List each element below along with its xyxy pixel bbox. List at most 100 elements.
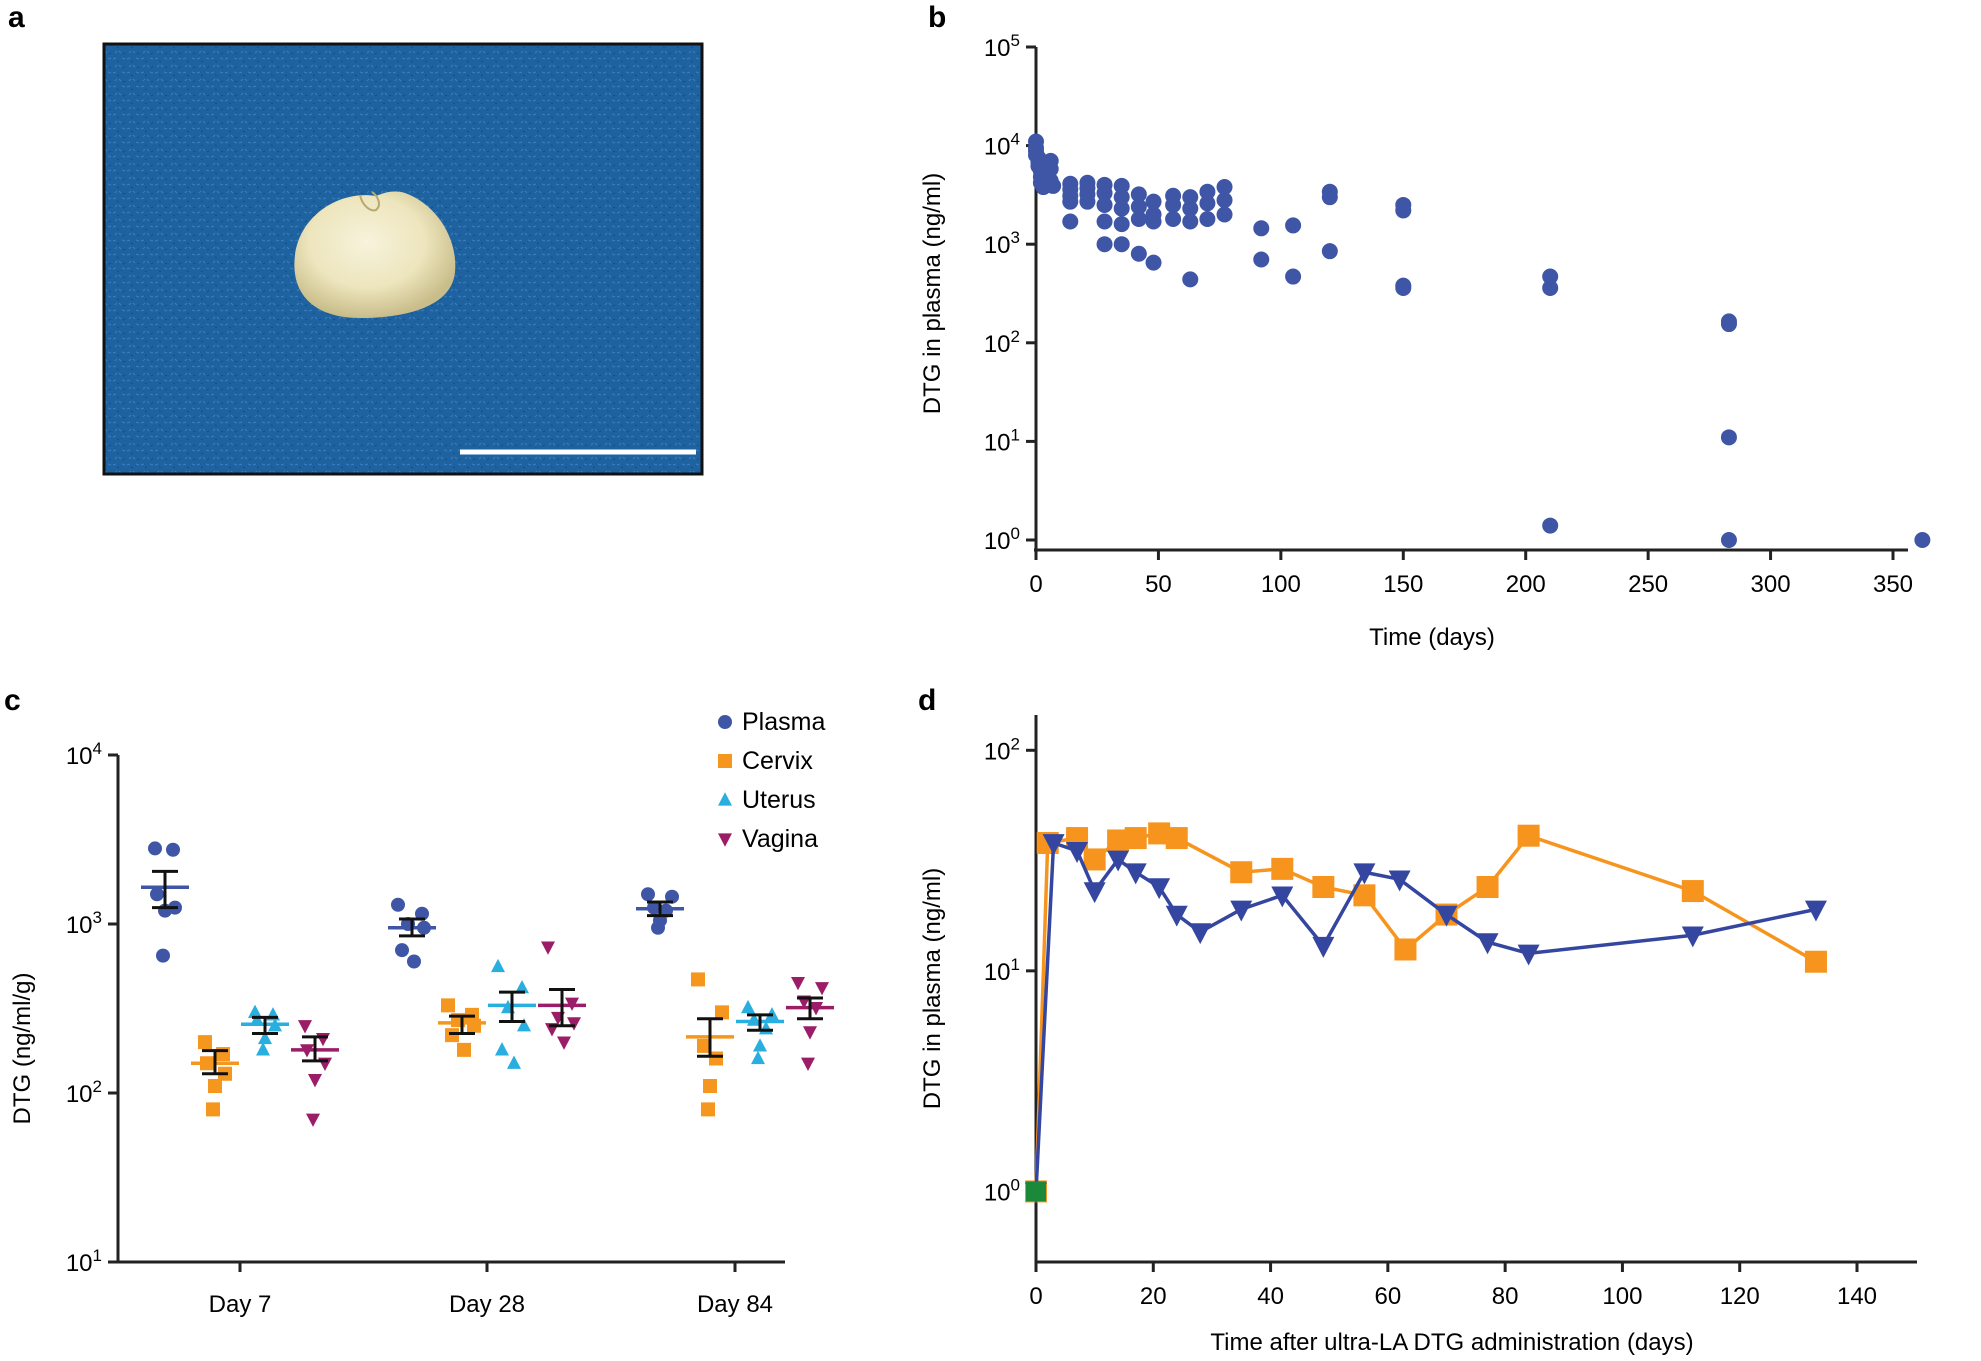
- data-point: [1914, 532, 1931, 548]
- data-point: [1182, 189, 1199, 206]
- y-tick-label: 100: [984, 1175, 1020, 1206]
- y-tick-label: 101: [66, 1246, 102, 1277]
- data-point: [1285, 268, 1302, 285]
- data-point: [216, 1047, 230, 1062]
- data-point: [407, 954, 421, 969]
- data-point: [1394, 938, 1417, 961]
- data-point: [1107, 829, 1130, 852]
- data-point: [1312, 936, 1335, 958]
- data-point: [467, 1018, 481, 1033]
- x-tick-label: 0: [1029, 571, 1042, 598]
- y-axis-title: DTG (ng/ml/g): [9, 972, 36, 1124]
- data-point: [1113, 236, 1130, 253]
- data-point: [1130, 211, 1147, 228]
- data-point: [395, 943, 409, 958]
- data-point: [150, 887, 164, 902]
- data-point: [1253, 220, 1270, 237]
- data-point: [1804, 900, 1827, 922]
- data-point: [1124, 863, 1147, 885]
- data-point: [715, 1005, 729, 1020]
- data-point: [495, 1042, 509, 1056]
- data-point: [1517, 824, 1540, 847]
- data-point: [248, 1004, 262, 1018]
- y-tick-label: 101: [984, 425, 1020, 456]
- data-point: [1113, 216, 1130, 233]
- data-point: [1312, 875, 1335, 898]
- data-point: [1199, 195, 1216, 212]
- data-point: [1165, 196, 1182, 213]
- data-point: [1681, 880, 1704, 903]
- y-tick-label: 102: [66, 1077, 102, 1108]
- panel-label-c: c: [4, 684, 21, 717]
- y-tick-label: 100: [984, 524, 1020, 555]
- data-point: [1216, 179, 1233, 196]
- panel-label-b: b: [928, 1, 946, 34]
- data-point: [1113, 189, 1130, 206]
- x-tick-label: Day 28: [449, 1291, 525, 1318]
- legend-label: Cervix: [742, 747, 813, 775]
- legend-label: Vagina: [742, 825, 818, 853]
- data-point: [1476, 933, 1499, 955]
- data-point: [803, 1026, 817, 1040]
- data-point: [1165, 211, 1182, 228]
- data-point: [1476, 875, 1499, 898]
- y-tick-label: 102: [984, 327, 1020, 358]
- legend-label: Uterus: [742, 786, 816, 814]
- data-point: [1216, 192, 1233, 209]
- data-point: [1083, 848, 1106, 871]
- data-point: [1720, 316, 1737, 333]
- data-point: [1107, 850, 1130, 872]
- chart-c: 101 102 103 104 Day 7 Day 28 Day 84 DTG (ng/ml/…: [9, 708, 834, 1318]
- data-point: [1042, 834, 1065, 856]
- data-point: [1182, 271, 1199, 288]
- data-point: [517, 1018, 531, 1032]
- data-point: [801, 1057, 815, 1071]
- y-tick-label: 104: [66, 739, 102, 770]
- data-point: [1148, 878, 1171, 900]
- data-point: [1681, 926, 1704, 948]
- data-point: [1096, 185, 1113, 202]
- x-tick-label: 40: [1257, 1283, 1284, 1310]
- data-point: [1435, 905, 1458, 927]
- x-tick-label: 0: [1029, 1283, 1042, 1310]
- data-point: [1130, 198, 1147, 215]
- data-point: [1079, 193, 1096, 210]
- data-point: [1130, 245, 1147, 262]
- data-point: [491, 958, 505, 973]
- data-point: [1124, 827, 1147, 850]
- data-point: [697, 1038, 711, 1053]
- data-point: [148, 841, 162, 856]
- data-point: [1130, 186, 1147, 203]
- chart-d: 100 101 102 0 20 40 60 80 100 120 140 Time after ul…: [919, 715, 1917, 1356]
- legend-marker: [718, 715, 732, 729]
- data-point: [445, 1028, 459, 1043]
- data-point: [1145, 213, 1162, 230]
- y-tick-label: 103: [66, 908, 102, 939]
- panel-label-a: a: [8, 1, 25, 34]
- data-point: [1517, 944, 1540, 966]
- x-tick-label: 150: [1383, 571, 1423, 598]
- data-point: [1113, 200, 1130, 217]
- data-point: [1230, 861, 1253, 884]
- data-point: [1321, 189, 1338, 206]
- data-point: [316, 1032, 330, 1047]
- data-point: [1720, 532, 1737, 548]
- data-point: [1353, 863, 1376, 885]
- data-point: [391, 897, 405, 912]
- data-point: [1096, 236, 1113, 253]
- data-point: [1182, 213, 1199, 230]
- data-point: [250, 1012, 264, 1026]
- data-point: [1062, 193, 1079, 210]
- data-point: [308, 1074, 322, 1088]
- data-point: [1199, 183, 1216, 200]
- data-point: [198, 1035, 212, 1050]
- x-tick-label: 250: [1628, 571, 1668, 598]
- x-tick-label: 200: [1506, 571, 1546, 598]
- specimen-photo: [102, 42, 704, 476]
- data-point: [1145, 193, 1162, 210]
- data-point: [1165, 827, 1188, 850]
- data-point: [1216, 206, 1233, 223]
- specimen-crease: [359, 191, 380, 212]
- specimen: [294, 191, 456, 318]
